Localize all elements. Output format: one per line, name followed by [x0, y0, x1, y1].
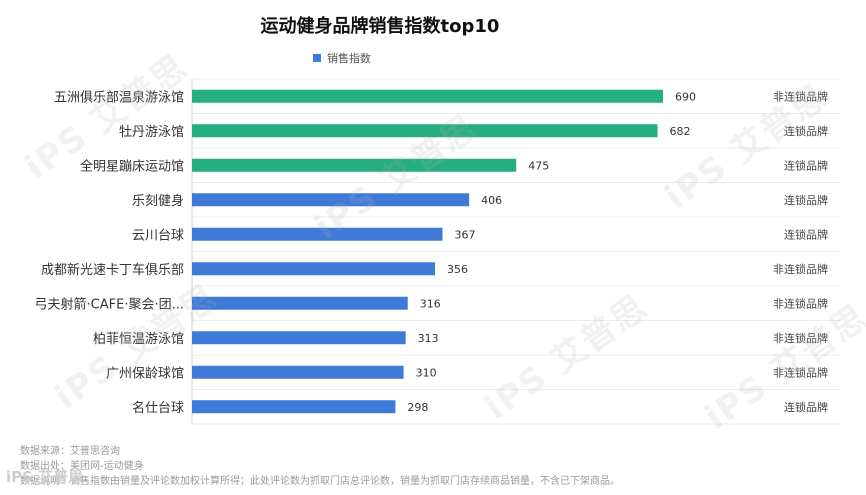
legend-swatch — [313, 54, 321, 62]
brand-type-label: 非连锁品牌 — [773, 331, 828, 345]
brand-type-label: 连锁品牌 — [784, 124, 828, 138]
note-origin: 数据出处：美团网-运动健身 — [20, 461, 144, 472]
brand-type-label: 连锁品牌 — [784, 158, 828, 172]
bar — [192, 89, 663, 103]
category-label: 牡丹游泳馆 — [119, 125, 184, 140]
bar — [192, 400, 396, 414]
data-label: 298 — [407, 401, 428, 414]
data-label: 310 — [416, 366, 437, 379]
bar — [192, 124, 658, 138]
data-label: 316 — [420, 297, 441, 310]
note-description: 数据说明：销售指数由销量及评论数加权计算所得；此处评论数为抓取门店总评论数，销量… — [20, 476, 620, 487]
bar — [192, 158, 517, 172]
brand-type-label: 连锁品牌 — [784, 193, 828, 207]
note-source: 数据来源：艾普思咨询 — [20, 446, 120, 457]
brand-type-label: 非连锁品牌 — [773, 262, 828, 276]
category-label: 五洲俱乐部温泉游泳馆 — [54, 89, 184, 105]
corner-logo-mark: iPS 艾普思 — [6, 468, 84, 486]
data-label: 690 — [675, 90, 696, 103]
brand-type-label: 非连锁品牌 — [773, 365, 828, 379]
category-label: 全明星蹦床运动馆 — [80, 158, 184, 174]
bar — [192, 227, 443, 241]
category-label: 乐刻健身 — [132, 193, 184, 209]
category-label: 成都新光速卡丁车俱乐部 — [41, 262, 184, 278]
category-label: 名仕台球 — [132, 400, 184, 416]
data-label: 682 — [670, 125, 691, 138]
bar — [192, 193, 470, 207]
bar — [192, 365, 404, 379]
footnotes: 数据来源：艾普思咨询 数据出处：美团网-运动健身 数据说明：销售指数由销量及评论… — [20, 444, 620, 489]
brand-type-label: 连锁品牌 — [784, 400, 828, 414]
category-label: 弓夫射箭·CAFE·聚会·团... — [35, 296, 184, 312]
chart-title: 运动健身品牌销售指数top10 — [260, 16, 500, 37]
category-label: 广州保龄球馆 — [106, 366, 184, 381]
bar — [192, 296, 408, 310]
data-label: 475 — [528, 159, 549, 172]
brand-type-label: 非连锁品牌 — [773, 89, 828, 103]
data-label: 367 — [455, 228, 476, 241]
bar — [192, 262, 436, 276]
category-label: 柏菲恒温游泳馆 — [93, 332, 184, 347]
legend-label: 销售指数 — [327, 52, 371, 65]
brand-type-label: 连锁品牌 — [784, 227, 828, 241]
data-label: 313 — [418, 332, 439, 345]
category-label: 云川台球 — [132, 228, 184, 243]
legend: 销售指数 — [313, 50, 371, 66]
bar — [192, 331, 406, 345]
data-label: 356 — [447, 263, 468, 276]
data-label: 406 — [481, 194, 502, 207]
brand-type-label: 非连锁品牌 — [773, 296, 828, 310]
